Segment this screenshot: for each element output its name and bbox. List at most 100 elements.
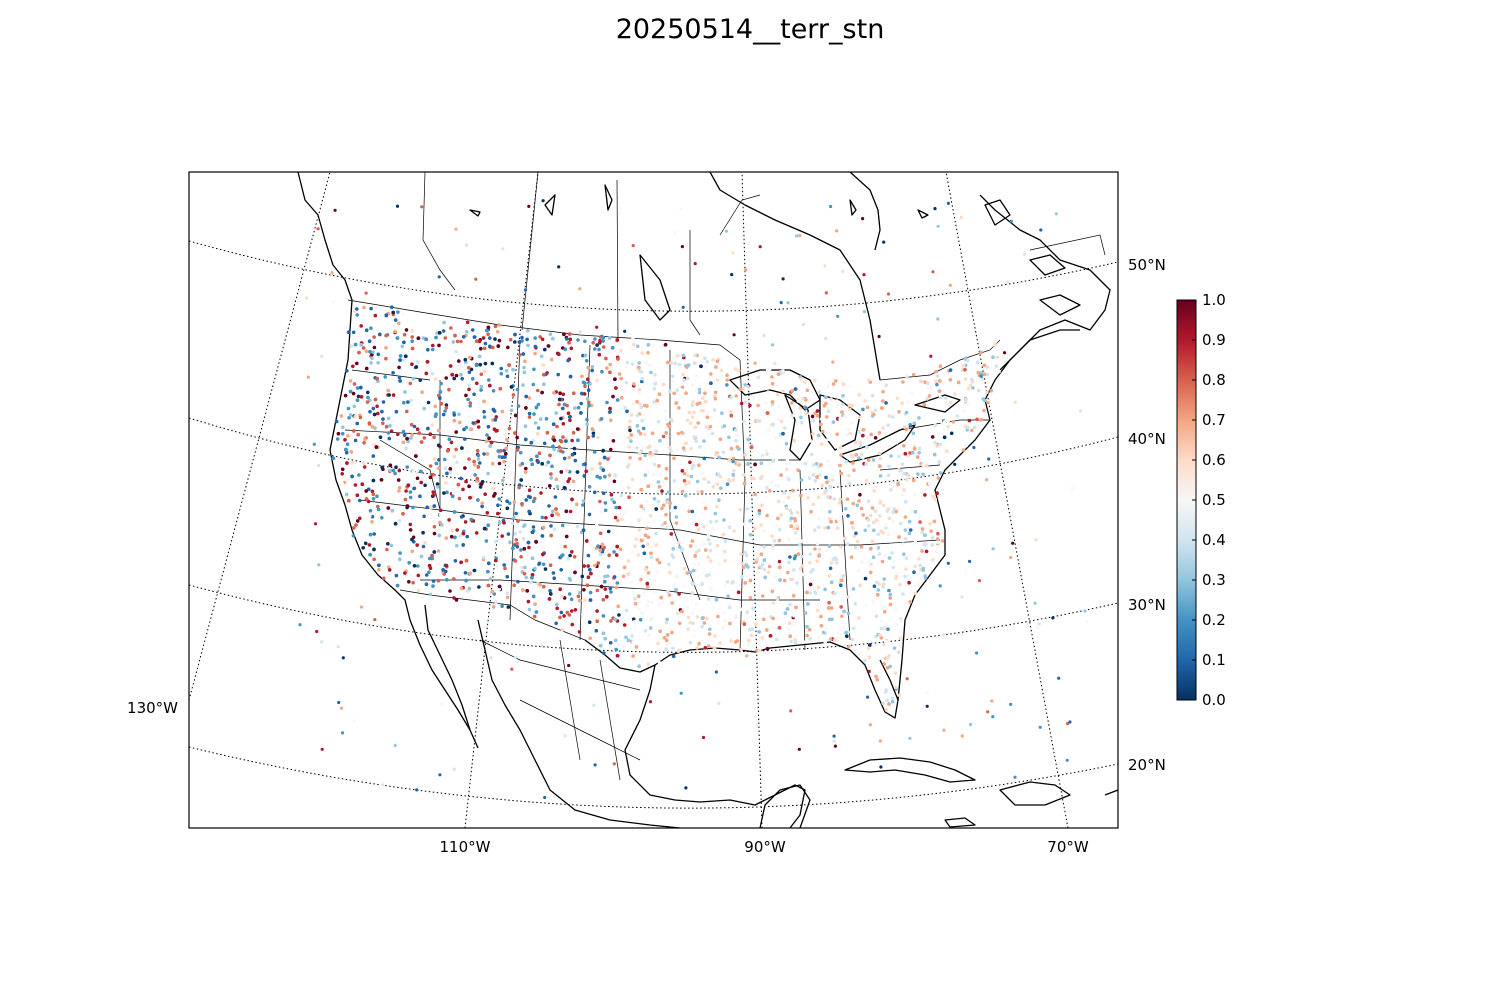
station-dot [979, 371, 984, 375]
station-dot [387, 568, 392, 572]
station-dot [452, 376, 457, 381]
station-dot [911, 373, 916, 377]
station-dot [1022, 252, 1026, 256]
station-dot [637, 528, 641, 532]
station-dot [476, 419, 481, 424]
station-dot [590, 368, 594, 373]
station-dot [759, 564, 763, 569]
station-dot [578, 590, 582, 595]
station-dot [411, 580, 415, 585]
station-dot [517, 485, 521, 490]
station-dot [690, 539, 695, 543]
station-dot [479, 388, 483, 392]
station-dot [513, 340, 517, 344]
station-dot [775, 637, 779, 642]
station-dot [588, 590, 593, 595]
station-dot [840, 614, 844, 619]
station-dot [524, 394, 528, 399]
station-dot [467, 387, 471, 392]
station-dot [870, 393, 875, 398]
station-dot [690, 582, 695, 586]
station-dot [682, 584, 687, 589]
station-dot [395, 204, 400, 208]
station-dot [379, 478, 384, 482]
station-dot [446, 449, 450, 453]
station-dot [558, 391, 562, 396]
station-dot [404, 489, 408, 493]
station-dot [550, 464, 554, 469]
station-dot [913, 493, 917, 497]
station-dot [705, 523, 710, 528]
station-dot [591, 431, 596, 436]
station-dot [562, 402, 567, 407]
station-dot [595, 378, 599, 383]
station-dot [899, 469, 903, 473]
station-dot [762, 567, 767, 572]
station-dot [624, 635, 628, 640]
station-dot [719, 486, 723, 491]
station-dot [904, 567, 908, 571]
station-dot [559, 470, 564, 474]
station-dot [549, 533, 553, 538]
station-dot [622, 565, 627, 570]
station-dot [369, 361, 373, 365]
station-dot [578, 330, 582, 334]
station-dot [452, 418, 457, 423]
station-dot [404, 354, 408, 359]
station-dot [345, 369, 349, 373]
station-dot [859, 506, 864, 511]
station-dot [408, 490, 413, 494]
station-dot [527, 396, 532, 400]
station-dot [874, 674, 878, 679]
station-dot [692, 435, 697, 439]
station-dot [580, 574, 585, 579]
station-dot [671, 547, 675, 551]
station-dot [352, 404, 357, 409]
station-dot [534, 540, 538, 544]
station-dot [1034, 538, 1038, 542]
station-dot [923, 493, 927, 497]
station-dot [674, 515, 679, 519]
station-dot [501, 247, 505, 251]
station-dot [637, 451, 642, 456]
station-dot [778, 578, 782, 582]
station-dot [370, 424, 375, 429]
station-dot [832, 734, 836, 738]
station-dot [929, 529, 933, 533]
station-dot [439, 381, 444, 386]
station-dot [706, 644, 711, 648]
colorbar-tick-label: 0.6 [1202, 451, 1226, 469]
station-dot [367, 339, 372, 344]
station-dot [925, 704, 929, 708]
station-dot [431, 343, 435, 348]
station-dot [536, 402, 541, 407]
station-dot [877, 451, 882, 456]
station-dot [411, 505, 415, 510]
station-dot [693, 544, 698, 548]
station-dot [888, 592, 893, 597]
station-dot [823, 264, 827, 268]
station-dot [711, 484, 715, 489]
station-dot [829, 397, 833, 401]
station-dot [884, 605, 888, 610]
station-dot [748, 403, 752, 408]
station-dot [631, 336, 635, 341]
station-dot [689, 474, 694, 479]
station-dot [479, 346, 483, 351]
station-dot [305, 296, 309, 300]
station-dot [425, 505, 430, 510]
station-dot [493, 337, 497, 341]
station-dot [864, 603, 869, 608]
station-dot [343, 393, 348, 398]
station-dot [360, 605, 364, 609]
station-dot [657, 560, 662, 565]
station-dot [987, 457, 991, 461]
station-dot [524, 406, 528, 410]
station-dot [514, 538, 519, 542]
station-dot [503, 566, 507, 571]
station-dot [788, 602, 792, 607]
station-dot [524, 288, 528, 292]
station-dot [419, 469, 423, 474]
station-dot [841, 382, 846, 387]
station-dot [632, 342, 636, 347]
